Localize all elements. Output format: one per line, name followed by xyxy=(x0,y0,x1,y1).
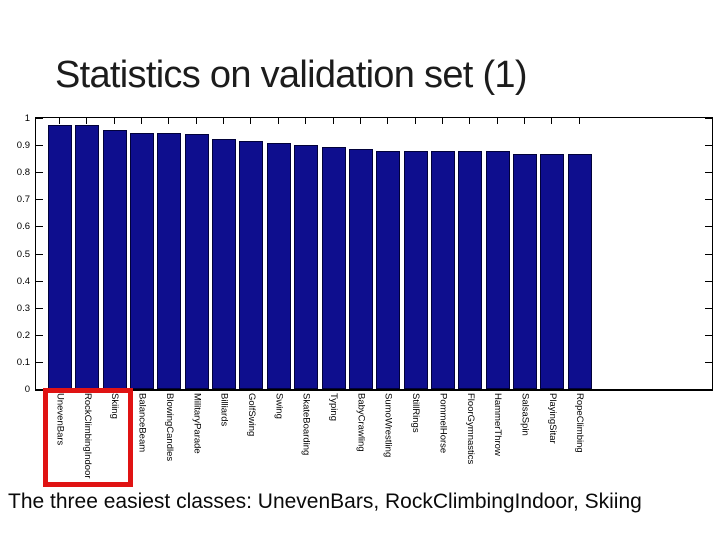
x-tick-label: Swing xyxy=(273,393,285,419)
y-tick-mark xyxy=(705,199,712,200)
x-tick-mark xyxy=(278,118,279,124)
y-tick-label: 0 xyxy=(24,384,30,395)
y-tick-mark xyxy=(705,308,712,309)
x-tick-mark xyxy=(469,118,470,124)
y-tick-label: 0.6 xyxy=(16,221,30,232)
slide-title: Statistics on validation set (1) xyxy=(55,54,528,96)
bar xyxy=(75,125,99,389)
x-tick-mark xyxy=(360,118,361,124)
x-tick-mark xyxy=(497,118,498,124)
bar xyxy=(322,147,346,389)
bar xyxy=(376,151,400,389)
x-tick-label: UnevenBars xyxy=(54,393,66,446)
y-tick-label: 0.8 xyxy=(16,167,30,178)
bar xyxy=(513,154,537,389)
y-tick-mark xyxy=(705,389,712,390)
x-tick-mark xyxy=(223,118,224,124)
y-tick-label: 0.5 xyxy=(16,249,30,260)
x-tick-mark xyxy=(59,118,60,124)
y-tick-mark xyxy=(705,226,712,227)
y-tick-mark xyxy=(36,118,43,119)
plot-area xyxy=(35,117,713,391)
x-tick-label: Typing xyxy=(328,393,339,421)
x-tick-mark xyxy=(442,118,443,124)
bar xyxy=(349,149,373,389)
y-tick-label: 1 xyxy=(24,113,30,124)
x-tick-label: SkateBoarding xyxy=(300,393,312,456)
y-tick-label: 0.7 xyxy=(16,194,30,205)
bar xyxy=(103,130,127,389)
y-tick-mark xyxy=(36,172,43,173)
x-tick-label: MilitaryParade xyxy=(191,393,203,454)
x-tick-label: BalanceBeam xyxy=(136,393,148,453)
bar xyxy=(431,151,455,389)
x-tick-mark xyxy=(250,118,251,124)
x-tick-label: HammerThrow xyxy=(492,393,504,456)
y-tick-label: 0.9 xyxy=(16,140,30,151)
x-tick-label: Skiing xyxy=(109,393,121,419)
bar xyxy=(157,133,181,389)
y-tick-mark xyxy=(36,145,43,146)
x-tick-mark xyxy=(86,118,87,124)
slide-caption: The three easiest classes: UnevenBars, R… xyxy=(8,490,642,513)
bar xyxy=(540,154,564,389)
y-tick-label: 0.4 xyxy=(16,276,30,287)
y-tick-mark xyxy=(705,118,712,119)
bar xyxy=(294,145,318,389)
y-tick-mark xyxy=(36,281,43,282)
y-tick-mark xyxy=(36,362,43,363)
y-tick-mark xyxy=(705,281,712,282)
x-tick-mark xyxy=(305,118,306,124)
x-tick-mark xyxy=(415,118,416,124)
y-tick-mark xyxy=(36,254,43,255)
bar xyxy=(48,125,72,389)
x-tick-label: GolfSwing xyxy=(245,393,257,437)
bar xyxy=(568,154,592,389)
y-tick-mark xyxy=(705,145,712,146)
x-tick-label: RopeClimbing xyxy=(574,393,586,453)
bar xyxy=(212,139,236,389)
x-tick-label: BlowingCandles xyxy=(163,393,175,462)
x-tick-label: FloorGymnastics xyxy=(464,393,476,465)
x-tick-label: BabyCrawling xyxy=(355,393,367,452)
bar xyxy=(130,133,154,389)
y-tick-mark xyxy=(705,254,712,255)
y-tick-mark xyxy=(36,389,43,390)
x-tick-mark xyxy=(114,118,115,124)
x-tick-mark xyxy=(168,118,169,124)
y-tick-mark xyxy=(705,172,712,173)
x-tick-mark xyxy=(524,118,525,124)
y-tick-mark xyxy=(36,226,43,227)
x-tick-mark xyxy=(333,118,334,124)
bar xyxy=(185,134,209,389)
bar xyxy=(404,151,428,389)
bar xyxy=(486,151,510,389)
y-tick-label: 0.1 xyxy=(16,357,30,368)
x-tick-label: SumoWrestling xyxy=(382,393,394,458)
x-tick-label: SalsaSpin xyxy=(519,393,531,436)
x-tick-mark xyxy=(551,118,552,124)
x-tick-mark xyxy=(387,118,388,124)
bar xyxy=(239,141,263,389)
y-tick-mark xyxy=(36,308,43,309)
x-tick-label: RockClimbingIndoor xyxy=(81,393,93,479)
y-tick-label: 0.3 xyxy=(16,303,30,314)
y-tick-mark xyxy=(705,335,712,336)
bar xyxy=(267,143,291,389)
y-tick-mark xyxy=(705,362,712,363)
y-tick-mark xyxy=(36,199,43,200)
x-tick-label: StillRings xyxy=(410,393,422,433)
y-tick-label: 0.2 xyxy=(16,330,30,341)
highlight-box xyxy=(43,388,133,487)
x-tick-label: Billiards xyxy=(218,393,230,427)
x-tick-label: PlayingSitar xyxy=(546,393,558,444)
x-tick-mark xyxy=(579,118,580,124)
bar xyxy=(458,151,482,389)
y-tick-mark xyxy=(36,335,43,336)
x-tick-label: PommelHorse xyxy=(437,393,449,454)
x-tick-mark xyxy=(141,118,142,124)
x-tick-mark xyxy=(196,118,197,124)
